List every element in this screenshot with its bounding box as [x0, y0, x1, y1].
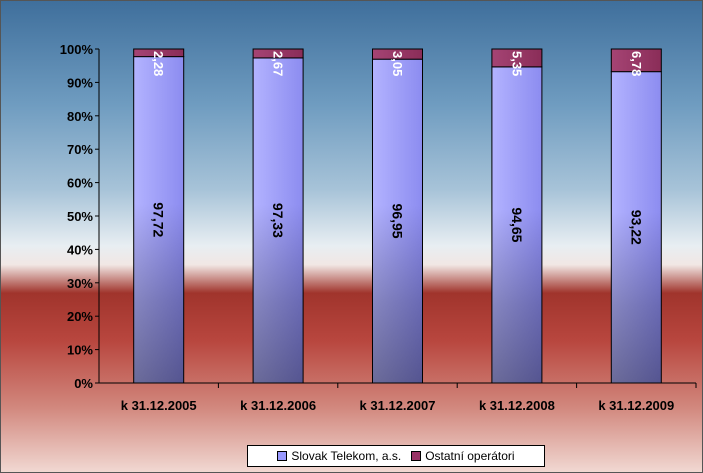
data-label-slovak-telekom: 97,72 [151, 202, 167, 237]
bar-ostatni [372, 48, 423, 60]
legend: Slovak Telekom, a.s. Ostatní operátori [247, 445, 545, 467]
y-tick-label: 70% [67, 142, 93, 157]
y-tick-label: 50% [67, 209, 93, 224]
bar-slovak-telekom-shade [491, 66, 542, 383]
x-tick-label: k 31.12.2007 [360, 398, 436, 413]
legend-label-ostatni: Ostatní operátori [425, 449, 515, 463]
data-label-ostatni: 6,78 [629, 51, 644, 76]
data-label-slovak-telekom: 96,95 [390, 204, 406, 239]
data-label-slovak-telekom: 93,22 [628, 210, 644, 245]
legend-swatch-ostatni [411, 451, 422, 461]
bar-ostatni [133, 48, 185, 58]
bar-slovak-telekom-shade [611, 71, 662, 383]
y-tick-label: 0% [74, 376, 93, 391]
x-tick-label: k 31.12.2009 [598, 398, 674, 413]
y-tick-label: 90% [67, 75, 93, 90]
y-tick-label: 60% [67, 176, 93, 191]
legend-item-slovak-telekom: Slovak Telekom, a.s. [277, 449, 401, 463]
data-label-ostatni: 2,28 [151, 51, 166, 76]
legend-item-ostatni: Ostatní operátori [411, 449, 515, 463]
bar-ostatni [252, 48, 304, 59]
y-tick-label: 100% [60, 42, 94, 57]
bar-slovak-telekom-shade [133, 56, 184, 383]
legend-label-slovak-telekom: Slovak Telekom, a.s. [291, 449, 402, 463]
data-label-ostatni: 2,67 [271, 51, 286, 76]
bar-slovak-telekom-shade [372, 59, 423, 383]
bar-ostatni [491, 48, 543, 68]
x-tick-label: k 31.12.2005 [121, 398, 197, 413]
data-label-slovak-telekom: 97,33 [270, 203, 286, 238]
y-tick-label: 30% [67, 276, 93, 291]
x-tick-label: k 31.12.2006 [240, 398, 316, 413]
bar-ostatni [610, 48, 662, 73]
y-tick-label: 40% [67, 242, 93, 257]
data-label-ostatni: 3,05 [390, 51, 405, 76]
bar-slovak-telekom-shade [253, 57, 304, 384]
data-label-ostatni: 5,35 [509, 51, 524, 76]
y-tick-label: 20% [67, 309, 93, 324]
x-tick-label: k 31.12.2008 [479, 398, 555, 413]
y-tick-label: 10% [67, 343, 93, 358]
y-tick-label: 80% [67, 109, 93, 124]
legend-swatch-slovak-telekom [277, 451, 288, 461]
data-label-slovak-telekom: 94,65 [509, 207, 525, 242]
